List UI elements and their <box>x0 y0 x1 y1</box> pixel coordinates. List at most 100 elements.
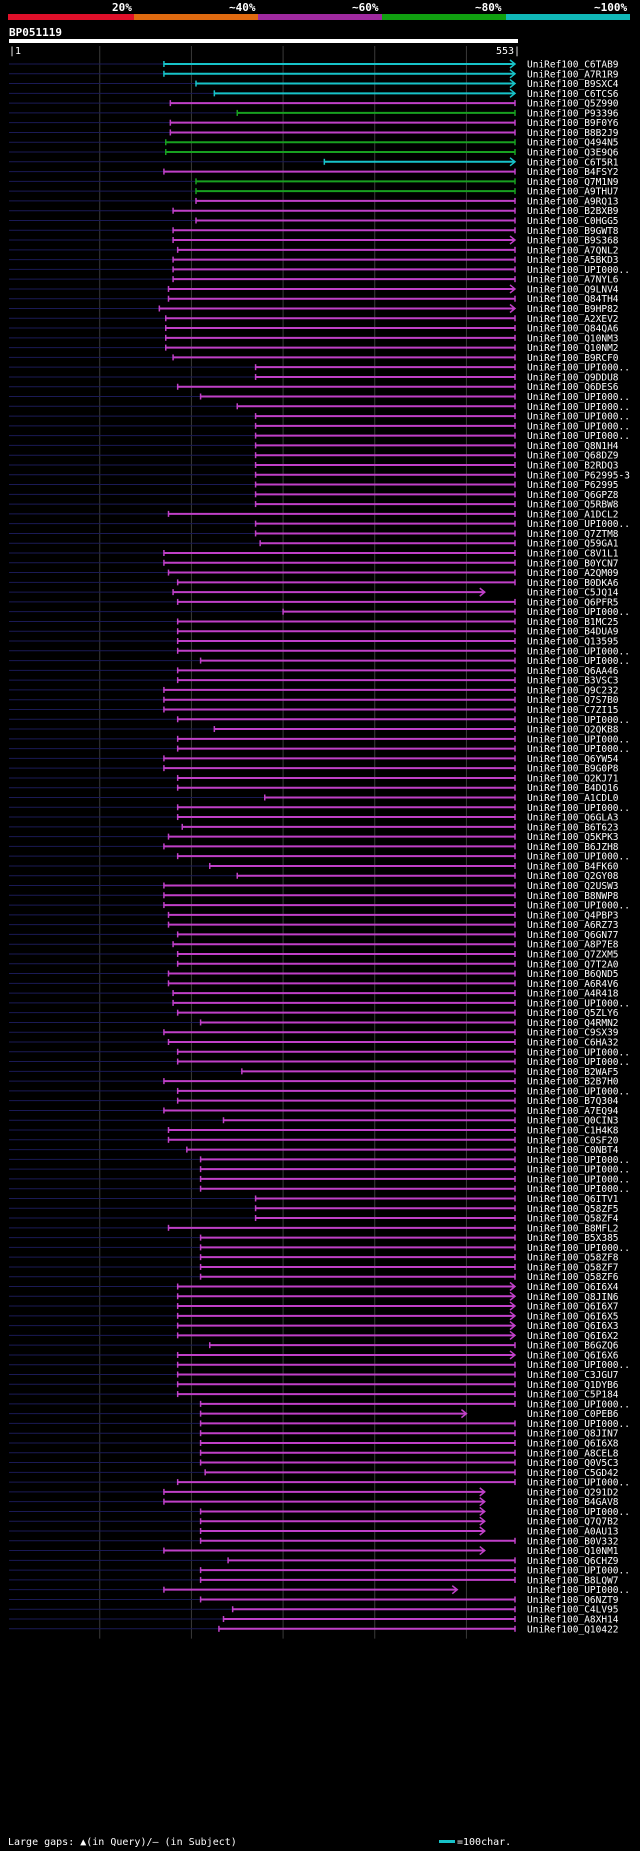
hit-row[interactable]: UniRef100_Q6I6X5 <box>9 1311 619 1322</box>
hit-row[interactable]: UniRef100_A1CDL0 <box>9 793 619 804</box>
hit-label[interactable]: UniRef100_UPI000.. <box>527 901 630 912</box>
hit-label[interactable]: UniRef100_C5JQ14 <box>527 588 619 599</box>
hit-label[interactable]: UniRef100_B9RCF0 <box>527 353 619 364</box>
hit-row[interactable]: UniRef100_B4GAV8 <box>9 1497 619 1508</box>
hit-row[interactable]: UniRef100_A8CEL8 <box>9 1448 619 1459</box>
hit-label[interactable]: UniRef100_UPI000.. <box>527 431 630 442</box>
hit-row[interactable]: UniRef100_UPI000.. <box>9 1184 630 1195</box>
hit-label[interactable]: UniRef100_Q7ZXM5 <box>527 949 619 960</box>
hit-row[interactable]: UniRef100_UPI000.. <box>9 901 630 912</box>
hit-label[interactable]: UniRef100_Q0CIN3 <box>527 1116 619 1127</box>
hit-row[interactable]: UniRef100_Q6CHZ9 <box>9 1556 619 1567</box>
hit-label[interactable]: UniRef100_B9F0Y6 <box>527 118 619 129</box>
hit-row[interactable]: UniRef100_A0AU13 <box>9 1526 619 1538</box>
hit-label[interactable]: UniRef100_P62995 <box>527 480 619 491</box>
hit-label[interactable]: UniRef100_Q6PFR5 <box>527 597 619 608</box>
hit-row[interactable]: UniRef100_B2WAF5 <box>9 1067 619 1078</box>
hit-row[interactable]: UniRef100_B4FSY2 <box>9 167 619 178</box>
hit-label[interactable]: UniRef100_Q6DES6 <box>527 382 619 393</box>
hit-row[interactable]: UniRef100_C0NBT4 <box>9 1145 619 1156</box>
hit-label[interactable]: UniRef100_Q6YW54 <box>527 754 619 765</box>
hit-label[interactable]: UniRef100_Q0V5C3 <box>527 1458 619 1469</box>
hit-label[interactable]: UniRef100_Q10NM2 <box>527 343 619 354</box>
hit-label[interactable]: UniRef100_UPI000.. <box>527 1155 630 1166</box>
hit-label[interactable]: UniRef100_C4LV95 <box>527 1605 619 1616</box>
hit-label[interactable]: UniRef100_Q6I6X6 <box>527 1350 619 1361</box>
hit-label[interactable]: UniRef100_Q68DZ9 <box>527 451 619 462</box>
hit-label[interactable]: UniRef100_B5X385 <box>527 1233 619 1244</box>
hit-row[interactable]: UniRef100_Q6PFR5 <box>9 597 619 608</box>
hit-label[interactable]: UniRef100_Q10NM3 <box>527 333 619 344</box>
hit-label[interactable]: UniRef100_B4DUA9 <box>527 627 619 638</box>
hit-row[interactable]: UniRef100_B6T623 <box>9 822 619 833</box>
hit-row[interactable]: UniRef100_UPI000.. <box>9 1174 630 1185</box>
hit-row[interactable]: UniRef100_Q10NM1 <box>9 1545 619 1557</box>
hit-row[interactable]: UniRef100_Q6GLA3 <box>9 813 619 824</box>
hit-row[interactable]: UniRef100_UPI000.. <box>9 1155 630 1166</box>
hit-row[interactable]: UniRef100_Q2GY08 <box>9 871 619 882</box>
hit-row[interactable]: UniRef100_A6R4V6 <box>9 979 619 990</box>
hit-row[interactable]: UniRef100_Q6I6X7 <box>9 1301 619 1313</box>
hit-label[interactable]: UniRef100_A1CDL0 <box>527 793 619 804</box>
hit-label[interactable]: UniRef100_B8MFL2 <box>527 1223 619 1234</box>
hit-row[interactable]: UniRef100_B9GWT8 <box>9 226 619 237</box>
hit-label[interactable]: UniRef100_UPI000.. <box>527 1507 630 1518</box>
hit-label[interactable]: UniRef100_B9S368 <box>527 236 619 247</box>
hit-row[interactable]: UniRef100_Q58ZF4 <box>9 1214 619 1225</box>
hit-row[interactable]: UniRef100_B7Q304 <box>9 1096 619 1107</box>
hit-label[interactable]: UniRef100_B9GWT8 <box>527 226 619 237</box>
hit-label[interactable]: UniRef100_C0PEB6 <box>527 1409 619 1420</box>
hit-label[interactable]: UniRef100_A9THU7 <box>527 187 619 198</box>
hit-row[interactable]: UniRef100_Q10422 <box>9 1624 619 1635</box>
hit-row[interactable]: UniRef100_B8MFL2 <box>9 1223 619 1234</box>
hit-label[interactable]: UniRef100_Q58ZF6 <box>527 1272 619 1283</box>
hit-row[interactable]: UniRef100_A8P7E8 <box>9 940 619 951</box>
hit-label[interactable]: UniRef100_Q6ITV1 <box>527 1194 619 1205</box>
hit-row[interactable]: UniRef100_UPI000.. <box>9 363 630 374</box>
hit-label[interactable]: UniRef100_B9G0P8 <box>527 764 619 775</box>
hit-label[interactable]: UniRef100_C0SF20 <box>527 1135 619 1146</box>
hit-row[interactable]: UniRef100_B8NWP8 <box>9 891 619 902</box>
hit-label[interactable]: UniRef100_C8V1L1 <box>527 549 619 560</box>
hit-row[interactable]: UniRef100_UPI000.. <box>9 519 630 530</box>
hit-row[interactable]: UniRef100_UPI000.. <box>9 392 630 403</box>
hit-row[interactable]: UniRef100_Q7ZXM5 <box>9 949 619 960</box>
hit-label[interactable]: UniRef100_UPI000.. <box>527 1047 630 1058</box>
hit-row[interactable]: UniRef100_UPI000.. <box>9 646 630 657</box>
hit-row[interactable]: UniRef100_UPI000.. <box>9 1243 630 1254</box>
hit-row[interactable]: UniRef100_UPI000.. <box>9 803 630 814</box>
hit-row[interactable]: UniRef100_UPI000.. <box>9 1585 630 1596</box>
hit-label[interactable]: UniRef100_B2RDQ3 <box>527 460 619 471</box>
hit-label[interactable]: UniRef100_C6TCS6 <box>527 89 619 100</box>
hit-label[interactable]: UniRef100_B4GAV8 <box>527 1497 619 1508</box>
hit-row[interactable]: UniRef100_B9G0P8 <box>9 764 619 775</box>
hit-label[interactable]: UniRef100_Q7T2A0 <box>527 959 619 970</box>
hit-label[interactable]: UniRef100_B6JZH8 <box>527 842 619 853</box>
hit-row[interactable]: UniRef100_Q291D2 <box>9 1487 619 1498</box>
hit-label[interactable]: UniRef100_Q5Z990 <box>527 99 619 110</box>
hit-label[interactable]: UniRef100_UPI000.. <box>527 1174 630 1185</box>
hit-row[interactable]: UniRef100_B9S368 <box>9 235 619 247</box>
hit-label[interactable]: UniRef100_Q4PBP3 <box>527 910 619 921</box>
hit-row[interactable]: UniRef100_A4R418 <box>9 989 619 1000</box>
hit-row[interactable]: UniRef100_Q0V5C3 <box>9 1458 619 1469</box>
hit-label[interactable]: UniRef100_A8P7E8 <box>527 940 619 951</box>
hit-row[interactable]: UniRef100_A2QM09 <box>9 568 619 579</box>
hit-label[interactable]: UniRef100_Q2QKB8 <box>527 725 619 736</box>
hit-row[interactable]: UniRef100_UPI000.. <box>9 402 630 413</box>
hit-row[interactable]: UniRef100_UPI000.. <box>9 1047 630 1058</box>
hit-label[interactable]: UniRef100_UPI000.. <box>527 607 630 618</box>
hit-label[interactable]: UniRef100_A6RZ73 <box>527 920 619 931</box>
hit-label[interactable]: UniRef100_UPI000.. <box>527 734 630 745</box>
hit-label[interactable]: UniRef100_UPI000.. <box>527 412 630 423</box>
hit-row[interactable]: UniRef100_Q10NM3 <box>9 333 619 344</box>
hit-row[interactable]: UniRef100_A7EQ94 <box>9 1106 619 1117</box>
hit-label[interactable]: UniRef100_C0HGG5 <box>527 216 619 227</box>
hit-row[interactable]: UniRef100_Q6I6X3 <box>9 1321 619 1332</box>
hit-label[interactable]: UniRef100_A6R4V6 <box>527 979 619 990</box>
hit-label[interactable]: UniRef100_Q6GN77 <box>527 930 619 941</box>
hit-label[interactable]: UniRef100_Q7Q7B2 <box>527 1517 619 1528</box>
hit-label[interactable]: UniRef100_B7Q304 <box>527 1096 619 1107</box>
hit-label[interactable]: UniRef100_Q2GY08 <box>527 871 619 882</box>
hit-row[interactable]: UniRef100_Q4RMN2 <box>9 1018 619 1029</box>
